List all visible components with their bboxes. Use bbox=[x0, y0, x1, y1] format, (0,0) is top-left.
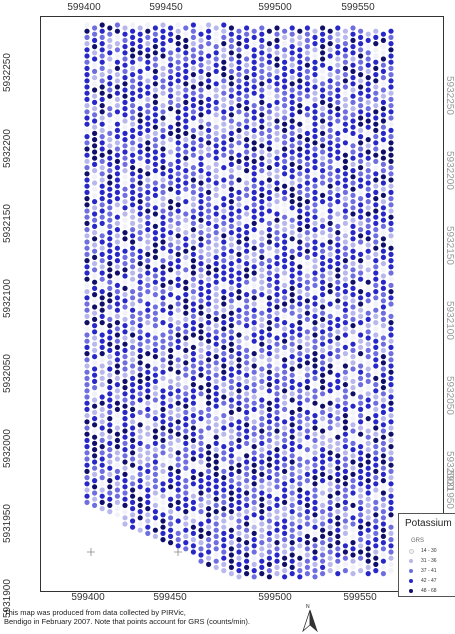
legend-title: Potassium bbox=[405, 518, 452, 529]
legend: Potassium GRS 14 - 30 31 - 36 37 - 41 42… bbox=[398, 513, 455, 597]
legend-swatch bbox=[409, 559, 413, 563]
x-tick-top: 599500 bbox=[258, 2, 292, 13]
legend-swatch bbox=[409, 579, 413, 583]
x-tick-top: 599450 bbox=[149, 2, 183, 13]
grid-cross-marker bbox=[87, 548, 95, 556]
caption-line: Bendigo in February 2007. Note that poin… bbox=[4, 617, 250, 626]
caption-line: This map was produced from data collecte… bbox=[4, 608, 186, 617]
dot-field bbox=[84, 22, 394, 580]
y-tick-left: 5931950 bbox=[2, 504, 13, 543]
legend-swatch bbox=[409, 549, 414, 554]
legend-label: 37 - 41 bbox=[421, 568, 437, 574]
y-tick-right: 5932050 bbox=[444, 376, 455, 415]
survey-points bbox=[84, 22, 394, 580]
legend-label: 48 - 68 bbox=[421, 588, 437, 594]
x-tick-bottom: 599500 bbox=[258, 592, 292, 603]
north-label: N bbox=[306, 604, 310, 610]
y-tick-right: 5932250 bbox=[444, 76, 455, 115]
x-tick-top: 599550 bbox=[341, 2, 375, 13]
y-tick-left: 5932150 bbox=[2, 204, 13, 243]
x-tick-bottom: 599400 bbox=[71, 592, 105, 603]
y-tick-right: 5932200 bbox=[444, 151, 455, 190]
north-arrow-icon bbox=[302, 609, 318, 632]
y-tick-left: 5932050 bbox=[2, 354, 13, 393]
legend-subtitle: GRS bbox=[411, 538, 425, 544]
y-tick-left: 5932250 bbox=[2, 53, 13, 92]
x-tick-bottom: 599550 bbox=[343, 592, 377, 603]
x-tick-bottom: 599450 bbox=[153, 592, 187, 603]
y-tick-right: 5931950 bbox=[444, 470, 455, 509]
y-tick-left: 5932100 bbox=[2, 279, 13, 318]
y-tick-right: 5932150 bbox=[444, 226, 455, 265]
grid-cross-marker bbox=[174, 548, 182, 556]
legend-swatch bbox=[409, 589, 413, 593]
map-caption: This map was produced from data collecte… bbox=[4, 608, 324, 626]
legend-label: 14 - 30 bbox=[421, 548, 437, 554]
legend-swatch bbox=[409, 569, 413, 573]
legend-label: 42 - 47 bbox=[421, 578, 437, 584]
y-tick-left: 5932000 bbox=[2, 429, 13, 468]
legend-label: 31 - 36 bbox=[421, 558, 437, 564]
map-frame bbox=[40, 16, 444, 592]
y-tick-right: 5932100 bbox=[444, 301, 455, 340]
y-tick-left: 5932200 bbox=[2, 129, 13, 168]
x-tick-top: 599400 bbox=[67, 2, 101, 13]
